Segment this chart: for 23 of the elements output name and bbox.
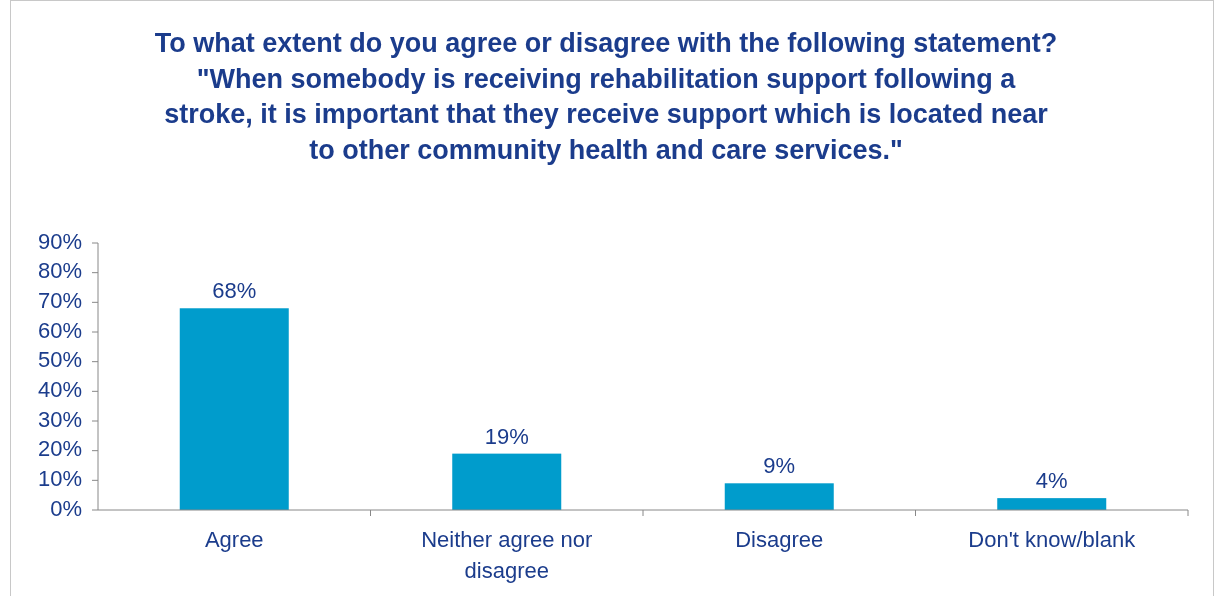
bar (724, 483, 834, 510)
y-tick-label: 70% (37, 288, 82, 314)
y-tick-label: 30% (37, 406, 82, 432)
data-label: 68% (212, 278, 257, 304)
y-tick-label: 80% (37, 258, 82, 284)
data-label: 9% (763, 453, 796, 479)
bar (452, 453, 562, 510)
y-tick-label: 20% (37, 436, 82, 462)
bar (997, 498, 1107, 510)
x-tick-label: Neither agree nor disagree (421, 526, 593, 583)
y-tick-label: 40% (37, 377, 82, 403)
x-tick-label: Disagree (735, 526, 824, 552)
data-label: 19% (484, 423, 529, 449)
y-tick-label: 10% (37, 466, 82, 492)
y-tick-label: 0% (50, 495, 82, 521)
y-tick-label: 90% (37, 228, 82, 254)
x-tick-label: Don't know/blank (968, 526, 1137, 552)
y-tick-label: 50% (37, 347, 82, 373)
chart-title: To what extent do you agree or disagree with the following statement? "When somebody is receiving rehabilitation support following a stroke, it is important that they receive support which is located near to other community health and care services." (154, 28, 1058, 165)
data-label: 4% (1035, 468, 1068, 494)
bar (179, 308, 289, 510)
x-tick-label: Agree (204, 526, 264, 552)
y-tick-label: 60% (37, 317, 82, 343)
